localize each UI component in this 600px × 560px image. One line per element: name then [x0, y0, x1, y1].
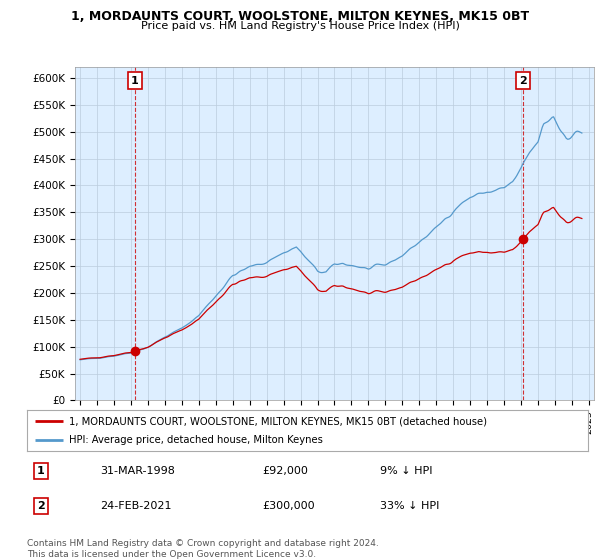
Text: 2: 2 — [519, 76, 527, 86]
Text: 2: 2 — [37, 501, 45, 511]
Text: 9% ↓ HPI: 9% ↓ HPI — [380, 466, 433, 476]
Text: 1, MORDAUNTS COURT, WOOLSTONE, MILTON KEYNES, MK15 0BT (detached house): 1, MORDAUNTS COURT, WOOLSTONE, MILTON KE… — [69, 417, 487, 426]
Text: £92,000: £92,000 — [263, 466, 308, 476]
Text: 1, MORDAUNTS COURT, WOOLSTONE, MILTON KEYNES, MK15 0BT: 1, MORDAUNTS COURT, WOOLSTONE, MILTON KE… — [71, 10, 529, 23]
Text: Contains HM Land Registry data © Crown copyright and database right 2024.
This d: Contains HM Land Registry data © Crown c… — [27, 539, 379, 559]
Text: HPI: Average price, detached house, Milton Keynes: HPI: Average price, detached house, Milt… — [69, 435, 323, 445]
Text: £300,000: £300,000 — [263, 501, 315, 511]
Text: 31-MAR-1998: 31-MAR-1998 — [100, 466, 175, 476]
Text: 1: 1 — [131, 76, 139, 86]
Text: 1: 1 — [37, 466, 45, 476]
Text: 24-FEB-2021: 24-FEB-2021 — [100, 501, 172, 511]
Text: 33% ↓ HPI: 33% ↓ HPI — [380, 501, 440, 511]
Text: Price paid vs. HM Land Registry's House Price Index (HPI): Price paid vs. HM Land Registry's House … — [140, 21, 460, 31]
